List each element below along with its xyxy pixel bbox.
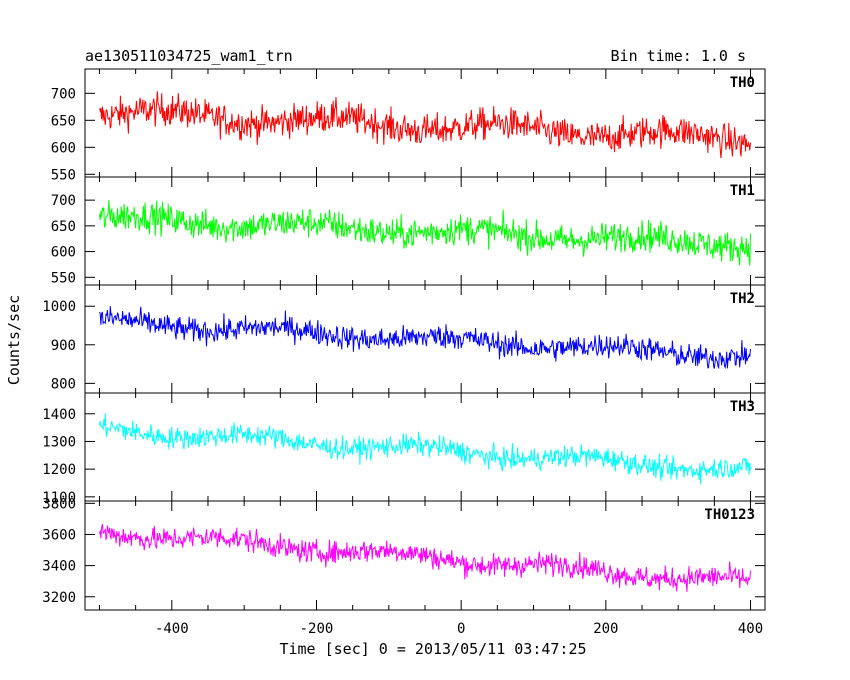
series-line-th3	[99, 413, 751, 485]
y-axis-label: Counts/sec	[5, 295, 23, 385]
panel-frame-th3	[84, 392, 766, 502]
x-tick-label: -200	[300, 621, 334, 637]
chart-title: ae130511034725_wam1_trn	[85, 47, 293, 65]
y-tick-label: 3400	[42, 559, 76, 575]
y-tick-label: 600	[51, 140, 76, 156]
x-tick-label: -400	[155, 621, 189, 637]
y-tick-label: 1400	[42, 407, 76, 423]
y-tick-label: 3200	[42, 590, 76, 606]
y-tick-label: 600	[51, 245, 76, 261]
y-tick-label: 900	[51, 338, 76, 354]
y-tick-label: 1100	[42, 490, 76, 506]
panel-label-th0: TH0	[730, 75, 755, 91]
y-tick-label: 800	[51, 376, 76, 392]
x-tick-label: 400	[738, 621, 763, 637]
series-line-th0123	[99, 523, 751, 592]
series-line-th1	[99, 199, 751, 266]
x-axis-label: Time [sec] 0 = 2013/05/11 03:47:25	[279, 640, 586, 658]
panel-label-th1: TH1	[730, 183, 755, 199]
y-tick-label: 700	[51, 193, 76, 209]
y-tick-label: 3800	[42, 496, 76, 512]
series-line-th2	[99, 306, 751, 370]
y-tick-label: 1300	[42, 434, 76, 450]
panel-label-th0123: TH0123	[704, 507, 755, 523]
panel-label-th2: TH2	[730, 291, 755, 307]
panel-label-th3: TH3	[730, 399, 755, 415]
y-tick-label: 1200	[42, 462, 76, 478]
x-tick-label: 200	[593, 621, 618, 637]
y-tick-label: 3600	[42, 527, 76, 543]
y-tick-label: 550	[51, 167, 76, 183]
y-tick-label: 550	[51, 270, 76, 286]
y-tick-label: 700	[51, 86, 76, 102]
panels-group: 550 600 650 700 TH0 550 600 650 700 TH1 800 900 1000…	[42, 68, 766, 637]
series-line-th0	[99, 91, 751, 159]
x-tick-label: 0	[457, 621, 465, 637]
y-tick-label: 650	[51, 219, 76, 235]
y-tick-label: 650	[51, 113, 76, 129]
bin-time-label: Bin time: 1.0 s	[611, 47, 746, 65]
y-tick-label: 1000	[42, 299, 76, 315]
